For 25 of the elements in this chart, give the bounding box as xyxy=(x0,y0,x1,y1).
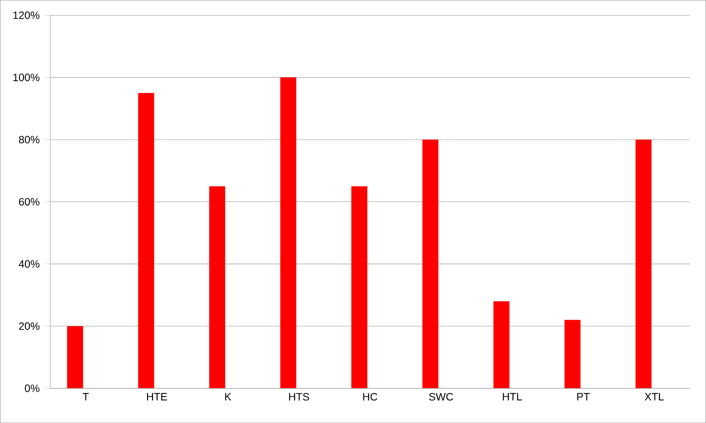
y-tick-label: 0% xyxy=(24,384,40,392)
x-tick-label: HTS xyxy=(289,392,310,400)
x-tick-label: T xyxy=(82,392,89,400)
bar xyxy=(209,186,226,388)
x-tick-label: XTL xyxy=(644,392,664,400)
bar xyxy=(422,140,438,388)
bar xyxy=(636,140,652,388)
x-tick-label: K xyxy=(225,392,232,400)
y-tick-label: 80% xyxy=(18,136,40,144)
bar xyxy=(351,186,368,388)
x-tick-label: SWC xyxy=(429,392,454,400)
y-tick-label: 40% xyxy=(18,260,40,268)
bar xyxy=(138,92,154,388)
x-tick-label: PT xyxy=(577,392,590,400)
x-tick-label: HTE xyxy=(147,392,168,400)
x-tick-label: HTL xyxy=(502,392,522,400)
bar xyxy=(493,301,510,388)
bar xyxy=(280,77,296,388)
x-tick-label: HC xyxy=(363,392,378,400)
bar xyxy=(564,320,580,388)
y-tick-label: 120% xyxy=(13,11,40,19)
y-tick-label: 20% xyxy=(19,322,40,330)
y-tick-label: 100% xyxy=(13,74,40,82)
y-tick-label: 60% xyxy=(19,198,40,206)
bar xyxy=(67,326,84,388)
